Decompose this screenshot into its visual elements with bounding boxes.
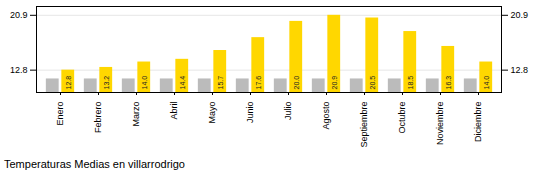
svg-text:14.0: 14.0: [140, 76, 147, 90]
svg-text:Enero: Enero: [55, 102, 65, 126]
svg-text:20.9: 20.9: [10, 10, 28, 20]
svg-text:15.7: 15.7: [216, 76, 223, 90]
svg-text:Marzo: Marzo: [131, 102, 141, 127]
svg-text:12.8: 12.8: [511, 65, 529, 75]
svg-text:14.0: 14.0: [482, 76, 489, 90]
svg-text:Septiembre: Septiembre: [359, 102, 369, 148]
svg-text:Noviembre: Noviembre: [435, 102, 445, 146]
svg-text:Octubre: Octubre: [397, 102, 407, 134]
svg-text:Febrero: Febrero: [93, 102, 103, 134]
svg-text:20.9: 20.9: [511, 10, 529, 20]
svg-text:14.4: 14.4: [178, 76, 185, 90]
svg-text:12.8: 12.8: [10, 65, 28, 75]
svg-text:20.0: 20.0: [292, 76, 299, 90]
svg-text:Junio: Junio: [245, 102, 255, 124]
svg-text:Diciembre: Diciembre: [473, 102, 483, 143]
svg-text:Agosto: Agosto: [321, 102, 331, 130]
svg-text:Abril: Abril: [169, 102, 179, 120]
html-text:Temperaturas Medias en villarr: Temperaturas Medias en villarrodrigo: [4, 158, 185, 170]
svg-text:18.5: 18.5: [406, 76, 413, 90]
svg-text:Julio: Julio: [283, 102, 293, 121]
svg-text:12.8: 12.8: [64, 76, 71, 90]
svg-text:20.5: 20.5: [368, 76, 375, 90]
svg-text:20.9: 20.9: [330, 76, 337, 90]
svg-text:16.3: 16.3: [444, 76, 451, 90]
svg-text:17.6: 17.6: [254, 76, 261, 90]
svg-text:Mayo: Mayo: [207, 102, 217, 124]
svg-text:13.2: 13.2: [102, 76, 109, 90]
